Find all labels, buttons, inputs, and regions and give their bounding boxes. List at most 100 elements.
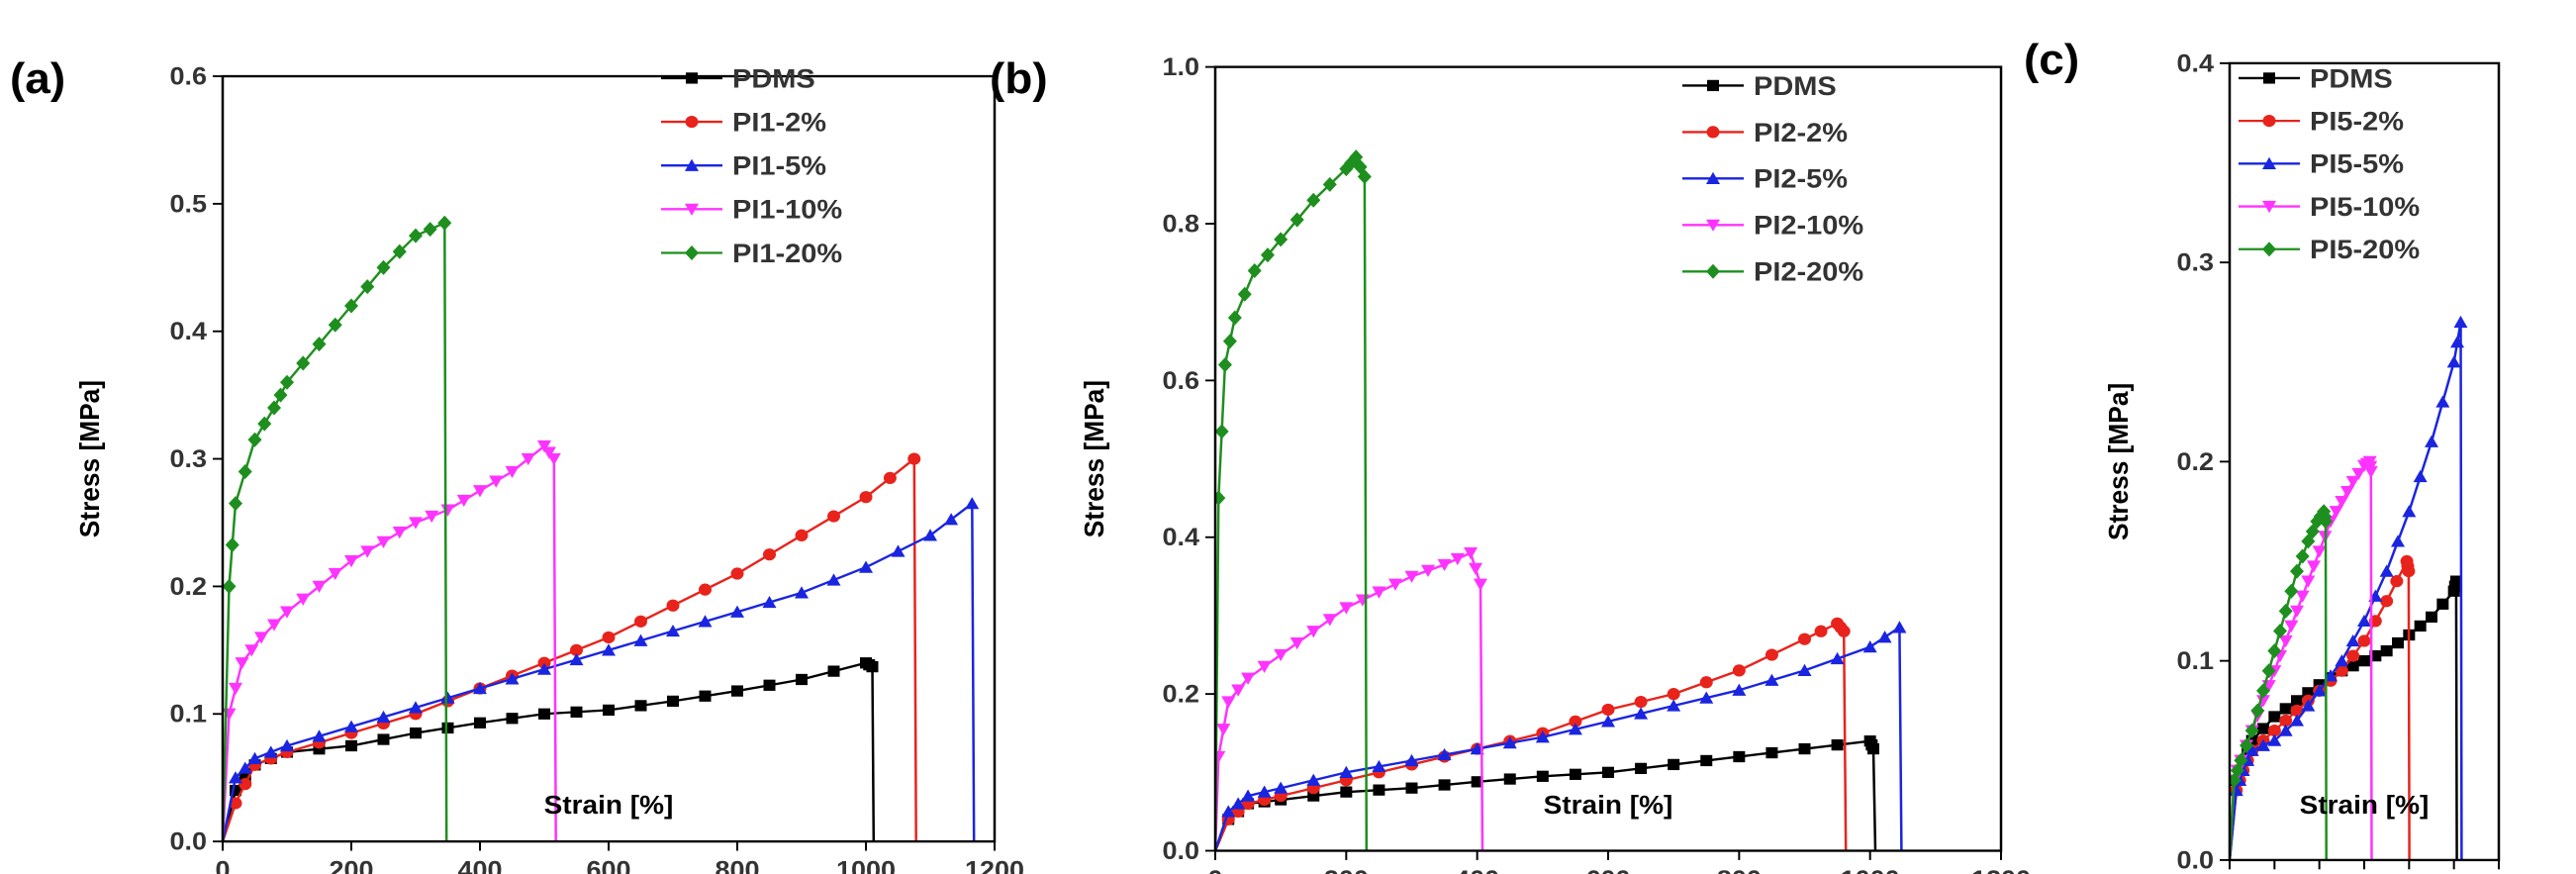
series-line-pi1-20- (223, 221, 448, 842)
data-point (474, 717, 486, 728)
data-point (2453, 315, 2468, 329)
legend-marker (1706, 126, 1720, 139)
y-tick-label: 1.0 (1162, 52, 1199, 81)
data-point (1830, 651, 1845, 665)
data-point (1798, 742, 1811, 755)
data-point (1765, 746, 1778, 759)
data-point (2312, 684, 2327, 697)
legend-marker (685, 115, 699, 129)
data-point (312, 729, 327, 742)
y-tick-label: 0.8 (1162, 209, 1199, 238)
data-point (907, 452, 921, 465)
legend-label: PDMS (1754, 71, 1837, 101)
data-point (796, 673, 808, 686)
y-tick-label: 0.3 (169, 444, 207, 473)
data-point (239, 778, 252, 791)
x-tick-label: 800 (1717, 865, 1762, 874)
data-point (602, 643, 616, 656)
data-point (731, 685, 743, 697)
data-point (409, 517, 423, 530)
data-point (1437, 747, 1452, 761)
x-axis-title: Strain [%] (544, 790, 674, 820)
data-point (296, 355, 311, 371)
x-tick-label: 1200 (1971, 865, 2031, 874)
x-tick-label: 0 (1207, 865, 1222, 874)
data-point (795, 529, 809, 541)
data-point (2256, 695, 2270, 708)
y-tick-label: 0.1 (2176, 646, 2214, 675)
legend-marker (685, 244, 699, 261)
data-point (2402, 505, 2417, 518)
data-point (376, 710, 391, 724)
data-point (2329, 506, 2343, 519)
data-point (1221, 805, 1236, 818)
data-point (1222, 334, 1237, 349)
legend-label: PI2-5% (1754, 164, 1848, 194)
data-point (1535, 730, 1550, 743)
data-point (2401, 559, 2415, 573)
data-point (1247, 263, 1262, 279)
data-point (2279, 714, 2293, 728)
data-point (2379, 564, 2394, 577)
data-point (229, 797, 242, 810)
data-point (328, 317, 342, 333)
data-point (1862, 640, 1877, 653)
legend-marker (2262, 200, 2276, 214)
data-point (313, 743, 326, 755)
data-point (827, 665, 840, 677)
data-point (570, 706, 583, 718)
data-point (827, 510, 840, 523)
panel-label: (c) (2024, 37, 2079, 83)
data-point (377, 733, 390, 745)
data-point (1668, 758, 1680, 771)
series-line-pi1-2- (223, 457, 917, 842)
data-point (2425, 435, 2438, 447)
y-tick-label: 0.0 (1162, 836, 1199, 865)
x-tick-label: 400 (457, 855, 502, 874)
data-point (1306, 626, 1321, 638)
series-line-pi5-5- (2230, 321, 2463, 860)
legend-marker (1706, 263, 1720, 279)
data-point (2284, 583, 2299, 599)
data-point (2340, 485, 2354, 499)
data-point (2267, 733, 2282, 746)
data-point (863, 659, 876, 671)
data-point (2390, 575, 2404, 588)
data-point (1469, 562, 1483, 576)
data-point (344, 298, 358, 314)
legend: PDMS PI1-2% PI1-5% PI1-10% PI1-20% (661, 63, 842, 268)
data-point (1289, 212, 1304, 228)
data-point (1502, 736, 1517, 749)
data-point (229, 682, 242, 696)
x-tick-label: 1200 (965, 855, 1024, 874)
data-point (410, 727, 422, 739)
legend-marker (2263, 72, 2275, 84)
data-point (2446, 355, 2461, 368)
data-point (1215, 750, 1226, 764)
data-point (1732, 664, 1746, 677)
data-point (229, 496, 242, 512)
data-point (2244, 723, 2259, 738)
data-point (569, 652, 584, 666)
data-point (1215, 424, 1229, 439)
legend-marker (686, 72, 698, 84)
data-point (425, 510, 439, 524)
data-point (1464, 546, 1479, 560)
data-point (699, 583, 712, 596)
data-point (2301, 575, 2316, 588)
data-point (441, 722, 454, 734)
data-point (1421, 564, 1436, 577)
y-tick-label: 0.4 (1162, 523, 1199, 551)
data-point (238, 761, 252, 774)
data-point (1667, 688, 1680, 701)
data-point (730, 605, 744, 618)
data-point (763, 548, 776, 561)
data-point (2302, 687, 2315, 699)
data-point (1568, 723, 1582, 735)
panel-b: (b) 0 200 400 600 800 1000 1200 0.0 0.2 0.4 0.6 0.8 1… (990, 52, 2031, 874)
legend-label: PI2-10% (1754, 211, 1863, 241)
series-line-pi1-10- (223, 444, 557, 842)
data-point (456, 494, 471, 508)
data-point (859, 491, 873, 504)
data-point (239, 772, 251, 784)
